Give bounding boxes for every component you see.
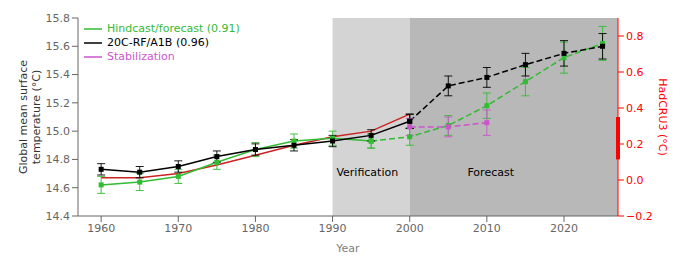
svg-text:Verification: Verification — [336, 166, 398, 179]
svg-text:2020: 2020 — [550, 222, 578, 235]
svg-text:Forecast: Forecast — [467, 166, 514, 179]
svg-text:1990: 1990 — [319, 222, 347, 235]
html-text:Hindcast/forecast (0.91): Hindcast/forecast (0.91) — [107, 22, 240, 35]
svg-text:1960: 1960 — [87, 222, 115, 235]
svg-text:15.4: 15.4 — [46, 68, 71, 81]
svg-text:14.6: 14.6 — [46, 182, 71, 195]
svg-text:1980: 1980 — [241, 222, 269, 235]
svg-text:Year: Year — [335, 242, 360, 255]
svg-text:14.8: 14.8 — [46, 153, 71, 166]
svg-text:−0.2: −0.2 — [626, 210, 653, 223]
svg-text:Global mean surface: Global mean surface — [17, 60, 30, 174]
svg-text:0.8: 0.8 — [626, 30, 644, 43]
svg-text:15.0: 15.0 — [46, 125, 71, 138]
svg-text:0.0: 0.0 — [626, 174, 644, 187]
html-text:20C-RF/A1B (0.96): 20C-RF/A1B (0.96) — [107, 36, 209, 49]
svg-text:0.4: 0.4 — [626, 102, 644, 115]
svg-text:2010: 2010 — [473, 222, 501, 235]
svg-text:2000: 2000 — [396, 222, 424, 235]
svg-text:temperature (°C): temperature (°C) — [30, 70, 43, 164]
html-text:Stabilization: Stabilization — [107, 50, 175, 63]
svg-text:15.2: 15.2 — [46, 97, 71, 110]
svg-text:15.8: 15.8 — [46, 12, 71, 25]
svg-text:0.2: 0.2 — [626, 138, 644, 151]
svg-text:15.6: 15.6 — [46, 40, 71, 53]
svg-text:1970: 1970 — [164, 222, 192, 235]
svg-text:0.6: 0.6 — [626, 66, 644, 79]
svg-text:HadCRU3 (°C): HadCRU3 (°C) — [656, 78, 669, 156]
svg-text:14.4: 14.4 — [46, 210, 71, 223]
